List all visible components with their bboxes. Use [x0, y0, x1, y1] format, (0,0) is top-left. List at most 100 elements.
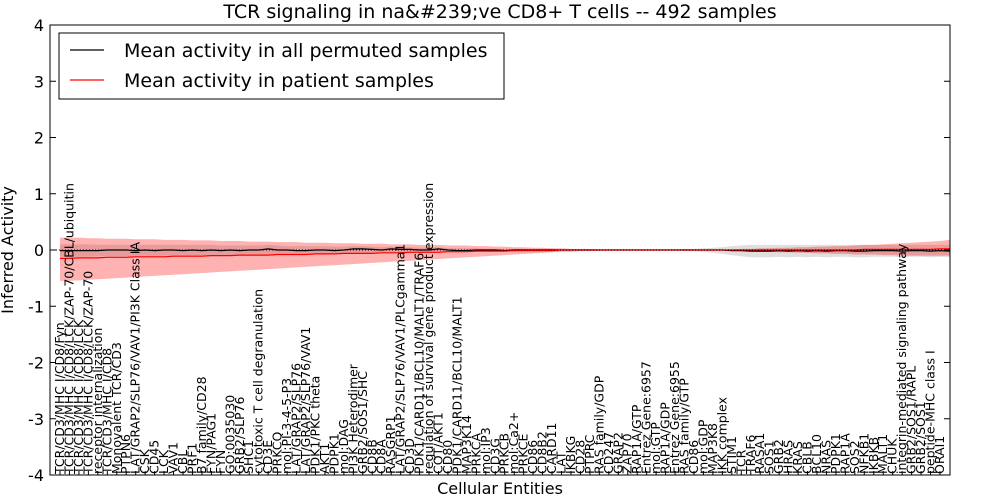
x-category-label: peptide-MHC class I [923, 350, 938, 474]
x-category-label: RASGRP1 [383, 415, 398, 474]
x-category-label: GRAP2 [610, 432, 625, 474]
y-tick-label: 2 [34, 129, 44, 148]
series-line-1 [60, 248, 950, 259]
x-category-label: TRAF6 [743, 434, 758, 475]
y-tick-label: 4 [34, 16, 44, 35]
x-category-label: RAP1A [837, 433, 852, 474]
x-category-label: HRAS [781, 440, 796, 474]
x-category-label: CD80 [440, 440, 455, 474]
x-category-label: RAS family/GTP [677, 378, 692, 474]
x-category-label: CD8A [374, 439, 389, 474]
x-category-label: COT/AKT1 [430, 412, 445, 474]
x-category-label: GRB2/SLP76 [232, 396, 247, 474]
x-category-label: FYN [213, 450, 228, 474]
x-category-label: Monovalent TCR/CD3 [109, 342, 124, 474]
x-category-label: IKK complex [714, 397, 729, 474]
x-category-label: GRB2/SOS1/RAPL [904, 366, 919, 474]
x-category-label: RAP1A/GDP [658, 402, 673, 474]
x-category-label: PI3K Heterodimer [345, 363, 360, 474]
x-category-label: mol:DAG [336, 419, 351, 474]
x-category-label: LCK [156, 449, 171, 474]
x-category-label: CARD11 [544, 423, 559, 475]
x-category-label: RASA1 [752, 433, 767, 474]
x-category-label: BCL10 [809, 434, 824, 474]
x-category-label: MAP3K8 [705, 423, 720, 474]
x-category-label: TCR/CD3/MHC I/CD8 [99, 348, 114, 475]
x-category-label: CD86 [525, 440, 540, 474]
x-category-label: GO:0035030 [222, 395, 237, 474]
x-category-label: CHUK [885, 438, 900, 474]
x-category-label: LAT/GRAP2/SLP76 [289, 363, 304, 474]
legend-label-patient: Mean activity in patient samples [124, 70, 434, 92]
x-category-label: receptor internalization [90, 328, 105, 474]
y-axis-label: Inferred Activity [0, 186, 17, 314]
x-category-label: SOS2 [847, 440, 862, 474]
x-category-label: CD8B [364, 439, 379, 474]
series-band-1 [60, 237, 950, 281]
x-category-label: PRKCA [468, 433, 483, 474]
x-category-label: CBLB [800, 441, 815, 474]
x-category-label: PDPK1 [326, 433, 341, 474]
x-category-label: CD3G [487, 438, 502, 474]
x-category-label: TCR/CD3/MHC I/CD8/LCK/ZAP-70 [80, 271, 95, 475]
legend: Mean activity in all permuted samples Me… [58, 32, 505, 100]
x-category-label: RAS family/GDP [591, 375, 606, 474]
x-category-label: LAT/GRAP2/SLP76/VAV1/PI3K Class IA [128, 242, 143, 474]
x-category-label: PDK1/PKC theta [307, 376, 322, 474]
x-category-label: CD3E [260, 440, 275, 474]
y-tick-label: 3 [34, 72, 44, 91]
y-tick-label: -4 [28, 466, 44, 485]
x-category-label: TCR/CD3/MHC I/CD8/LCK/ZAP-70/CBL/ubiquit… [61, 183, 76, 475]
x-category-label: PDK1/CARD11/BCL10/MALT1/TRAF6 [412, 253, 427, 474]
x-category-label: CBL [175, 450, 190, 474]
legend-box [58, 32, 505, 100]
x-category-label: CD86 [686, 440, 701, 474]
x-category-label: PRKCE [516, 434, 531, 474]
x-category-label: ORAI1 [932, 436, 947, 474]
x-category-label: ZAP70 [620, 433, 635, 474]
x-category-label: PDK1/CARD11/BCL10/MALT1 [449, 296, 464, 474]
x-category-label: Entrez Gene:6957 [639, 361, 654, 474]
x-category-label: MAP3K14 [459, 415, 474, 474]
x-category-label: TCR [733, 449, 748, 475]
x-category-label: NRAS [818, 440, 833, 474]
x-category-label: PRKCB [497, 433, 512, 474]
x-category-label: IKBKB [866, 437, 881, 474]
x-category-label: PDPK1 [828, 433, 843, 474]
x-category-label: LAT/GRAP2/SLP76/VAV1 [298, 327, 313, 474]
x-category-label: IKBKG [563, 436, 578, 474]
x-category-label: SHC1 [241, 440, 256, 474]
x-category-label: CD28 [572, 440, 587, 474]
x-category-label: mol:IP3 [478, 427, 493, 474]
x-category-label: STIM1 [724, 436, 739, 474]
x-category-label: FYN/PAG1 [203, 413, 218, 474]
y-tick-label: -1 [28, 297, 44, 316]
y-tick-label: 0 [34, 241, 44, 260]
x-category-label: GRB2/SOS1/SHC [355, 371, 370, 474]
x-category-label: KRAS [790, 441, 805, 474]
x-category-label: integrin-mediated signaling pathway [894, 243, 909, 474]
x-category-label: PRF1 [184, 443, 199, 474]
chart-title: TCR signaling in na&#239;ve CD8+ T cells… [222, 1, 776, 23]
x-category-label: CD45 [147, 440, 162, 474]
x-category-label: regulation of survival gene product expr… [421, 183, 436, 474]
x-category-label: B7 family/CD28 [194, 376, 209, 474]
y-tick-label: 1 [34, 185, 44, 204]
x-category-label: RAP1A/GTP [629, 404, 644, 474]
x-category-label: PTPN6 [118, 434, 133, 474]
x-category-label: GRB2 [771, 439, 786, 474]
x-category-label: AKT1 [317, 443, 332, 474]
x-category-label: NFKB1 [856, 433, 871, 474]
x-category-label: Entrez Gene:6955 [667, 361, 682, 474]
x-category-label: TCR/CD3/MHC I/CD8/LCK [71, 319, 86, 475]
x-category-label: CD8B2 [535, 431, 550, 474]
x-category-label: mol:Ca2+ [506, 412, 521, 474]
y-tick-label: -2 [28, 354, 44, 373]
x-category-label: CSK [137, 448, 152, 474]
x-category-label: CD3D [402, 438, 417, 474]
series-lines [60, 248, 950, 259]
x-category-label: VAV1 [166, 442, 181, 474]
x-category-label: SOS1 [762, 440, 777, 474]
